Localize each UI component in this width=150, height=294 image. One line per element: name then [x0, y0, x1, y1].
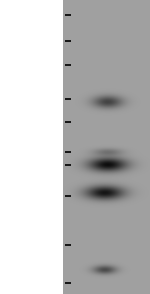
Text: 70: 70 [50, 95, 61, 103]
Text: 55: 55 [50, 117, 61, 126]
Text: 100: 100 [45, 61, 61, 70]
Text: 40: 40 [50, 148, 61, 156]
Bar [63, 0, 150, 294]
Text: 40: 40 [50, 148, 61, 156]
Bar [0, 0, 63, 294]
Text: 55: 55 [50, 117, 61, 126]
Text: 35: 35 [50, 160, 61, 169]
Text: 70: 70 [50, 95, 61, 103]
Text: 100: 100 [45, 61, 61, 70]
Text: 130: 130 [45, 36, 61, 45]
Text: 170: 170 [45, 11, 61, 20]
Text: 15: 15 [50, 240, 61, 249]
Text: 35: 35 [50, 160, 61, 169]
Text: 170: 170 [45, 11, 61, 20]
Text: 25: 25 [50, 192, 61, 201]
Text: 15: 15 [50, 240, 61, 249]
Text: 10: 10 [50, 279, 61, 288]
Text: 10: 10 [50, 279, 61, 288]
Text: 25: 25 [50, 192, 61, 201]
Text: 130: 130 [45, 36, 61, 45]
